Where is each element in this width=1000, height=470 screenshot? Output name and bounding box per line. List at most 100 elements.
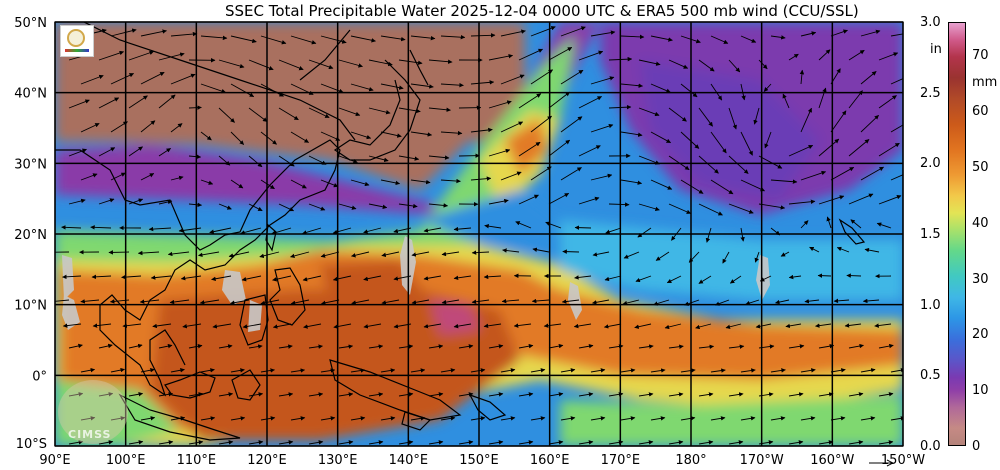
wind-arrow	[158, 52, 185, 61]
wind-arrow	[638, 155, 660, 165]
colorbar-unit-inches: in	[930, 42, 942, 57]
wind-arrow	[638, 392, 654, 397]
wind-arrow	[530, 69, 554, 85]
wind-arrow	[483, 323, 502, 329]
wind-arrow	[560, 368, 576, 373]
wind-arrow	[290, 416, 306, 421]
wind-arrow	[754, 251, 760, 263]
longitude-label: 110°E	[177, 453, 217, 468]
latitude-label: 30°N	[14, 157, 47, 172]
wind-arrow	[471, 299, 490, 304]
wind-arrow	[698, 392, 714, 397]
latitude-label: 0°	[32, 369, 47, 384]
wind-arrow	[440, 368, 456, 373]
wind-arrow	[725, 323, 742, 329]
wind-arrow	[545, 221, 562, 229]
wind-arrow	[248, 440, 264, 445]
wind-arrow	[368, 392, 384, 397]
wind-arrow	[848, 343, 864, 349]
wind-arrow	[209, 227, 232, 234]
wind-arrow	[278, 107, 299, 121]
wind-arrow	[860, 71, 877, 85]
wind-arrow	[638, 203, 660, 212]
wind-arrow	[428, 440, 444, 445]
wind-arrow	[590, 30, 616, 37]
logo-color-bar	[65, 49, 89, 52]
wind-arrow	[788, 199, 816, 205]
wind-arrow	[862, 298, 880, 304]
wind-arrow	[260, 179, 275, 190]
wind-arrow	[380, 131, 402, 138]
latitude-label: 20°N	[14, 228, 47, 243]
wind-arrow	[758, 344, 775, 349]
wind-arrow	[578, 196, 600, 205]
wind-arrow	[350, 179, 370, 187]
wind-arrow	[668, 59, 689, 69]
wind-arrow	[705, 227, 712, 243]
wind-arrow	[278, 203, 295, 212]
wind-arrow	[68, 343, 83, 349]
wind-arrow	[248, 155, 263, 168]
wind-arrow	[308, 203, 326, 211]
wind-arrow	[350, 131, 372, 140]
wind-arrow	[158, 94, 176, 109]
wind-arrow	[650, 83, 671, 93]
wind-arrow	[200, 83, 227, 94]
wind-arrow	[137, 250, 160, 256]
longitude-label: 180°	[675, 453, 706, 468]
wind-arrow	[350, 83, 374, 92]
colorbar-inch-tick: 1.0	[920, 297, 941, 313]
wind-arrow	[818, 49, 831, 61]
wind-arrow	[800, 220, 809, 229]
wind-arrow	[110, 121, 128, 133]
wind-arrow	[338, 203, 357, 210]
wind-arrow	[518, 141, 541, 157]
reference-wind-arrow	[869, 459, 894, 467]
wind-arrow	[668, 440, 684, 445]
wind-arrow	[664, 323, 682, 330]
wind-arrow	[128, 343, 143, 349]
wind-arrow	[620, 83, 644, 88]
wind-arrow	[108, 250, 130, 255]
wind-arrow	[817, 273, 832, 278]
wind-arrow	[368, 203, 388, 210]
wind-arrow	[272, 275, 292, 282]
wind-arrow	[368, 344, 384, 349]
wind-arrow	[140, 71, 165, 85]
wind-arrow	[848, 193, 874, 205]
wind-arrow	[140, 416, 156, 421]
wind-arrow	[878, 440, 894, 445]
wind-arrow	[471, 250, 490, 255]
wind-arrow	[148, 226, 172, 232]
wind-arrow	[212, 323, 232, 329]
wind-arrow	[351, 299, 370, 305]
wind-arrow	[488, 392, 504, 397]
wind-arrow	[128, 392, 144, 397]
wind-arrow	[260, 416, 276, 421]
wind-arrow	[515, 221, 532, 229]
wind-arrow	[878, 95, 897, 109]
wind-arrow	[170, 416, 186, 421]
wind-arrow	[98, 198, 115, 205]
colorbar-inch-tick: 2.0	[920, 156, 941, 172]
wind-arrow	[380, 83, 404, 90]
wind-arrow	[398, 155, 420, 161]
wind-arrow	[722, 251, 730, 264]
wind-arrow	[453, 226, 472, 232]
wind-arrow	[698, 440, 714, 445]
wind-arrow	[428, 59, 453, 64]
wind-arrow	[878, 392, 894, 397]
wind-arrow	[518, 343, 534, 349]
cimss-watermark	[58, 380, 128, 444]
wind-arrow	[211, 275, 232, 281]
wind-arrow	[578, 145, 601, 157]
wind-arrow	[200, 131, 212, 141]
wind-arrow	[788, 344, 805, 349]
wind-arrow	[128, 198, 144, 205]
wind-arrow	[188, 202, 203, 208]
longitude-label: 120°E	[247, 453, 287, 468]
wind-arrow	[230, 83, 255, 98]
wind-arrow	[605, 227, 622, 234]
wind-arrow	[848, 139, 870, 157]
wind-arrow	[278, 155, 295, 167]
